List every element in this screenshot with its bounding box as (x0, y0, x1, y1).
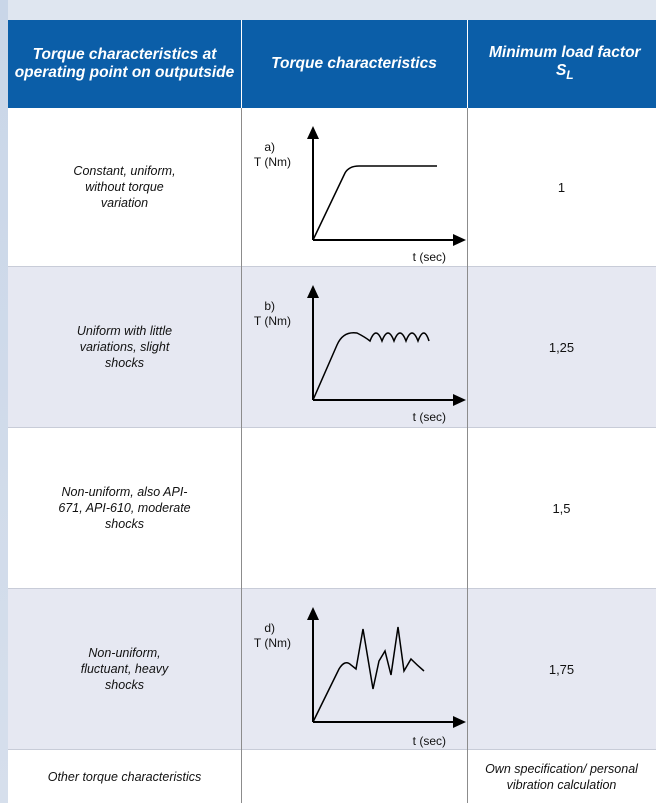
torque-curve (312, 165, 437, 241)
row-divider (8, 427, 656, 428)
table-row: Non-uniform, fluctuant, heavy shocks d) … (8, 589, 656, 749)
row-diagram: d) T (Nm) t (sec) (241, 589, 467, 749)
torque-diagram-constant: a) T (Nm) t (sec) (254, 126, 466, 264)
table-header: Torque characteristics at operating poin… (8, 20, 656, 108)
header-col-operating-point: Torque characteristics at operating poin… (14, 46, 235, 81)
row-description: Uniform with little variations, slight s… (76, 324, 173, 370)
header-col-torque-characteristics: Torque characteristics (271, 55, 437, 72)
header-col3-symbol: S (555, 61, 567, 79)
x-axis-arrow-icon (453, 716, 466, 728)
diagram-x-label: t (sec) (413, 734, 446, 748)
diagram-y-label: T (Nm) (254, 314, 291, 328)
torque-diagram-heavy-shocks: d) T (Nm) t (sec) (254, 607, 466, 748)
diagram-x-label: t (sec) (413, 410, 446, 424)
header-col-min-load-factor: Minimum load factor SL (467, 20, 656, 108)
y-axis-arrow-icon (307, 607, 319, 620)
row-description: Other torque characteristics (47, 769, 202, 784)
header-col3-label: Minimum load factor (489, 43, 641, 61)
x-axis-arrow-icon (453, 234, 466, 246)
row-load-factor: 1 (557, 179, 566, 195)
row-divider (8, 588, 656, 589)
row-description: Non-uniform, fluctuant, heavy shocks (80, 646, 169, 692)
column-divider (241, 108, 242, 803)
row-divider (8, 266, 656, 267)
row-diagram: b) T (Nm) t (sec) (241, 267, 467, 427)
row-divider (8, 749, 656, 750)
table-row: Uniform with little variations, slight s… (8, 267, 656, 427)
header-divider (241, 20, 242, 108)
row-load-factor: Own specification/ personal vibration ca… (485, 761, 638, 792)
torque-curve (312, 332, 430, 401)
row-description: Non-uniform, also API-671, API-610, mode… (58, 485, 191, 531)
table-row: Constant, uniform, without torque variat… (8, 108, 656, 266)
torque-diagram-slight-variation: b) T (Nm) t (sec) (254, 285, 466, 424)
load-factor-table: Torque characteristics at operating poin… (8, 20, 656, 803)
diagram-tag: b) (264, 299, 275, 313)
diagram-x-label: t (sec) (413, 250, 446, 264)
diagram-tag: d) (264, 621, 275, 635)
row-load-factor: 1,75 (548, 661, 575, 677)
column-divider (467, 108, 468, 803)
row-load-factor: 1,25 (548, 339, 575, 355)
row-load-factor: 1,5 (552, 500, 571, 516)
row-diagram-empty (241, 428, 467, 588)
x-axis-arrow-icon (453, 394, 466, 406)
y-axis-arrow-icon (307, 126, 319, 139)
diagram-y-label: T (Nm) (254, 155, 291, 169)
row-description: Constant, uniform, without torque variat… (73, 164, 176, 210)
table-row: Non-uniform, also API-671, API-610, mode… (8, 428, 656, 588)
header-col3-subscript: L (566, 68, 574, 83)
row-diagram-empty (241, 750, 467, 803)
torque-curve (312, 626, 425, 723)
table-row: Other torque characteristics Own specifi… (8, 750, 656, 803)
left-margin-strip (0, 0, 8, 803)
y-axis-arrow-icon (307, 285, 319, 298)
diagram-tag: a) (264, 140, 275, 154)
row-diagram: a) T (Nm) t (sec) (241, 108, 467, 266)
diagram-y-label: T (Nm) (254, 636, 291, 650)
header-divider (467, 20, 468, 108)
